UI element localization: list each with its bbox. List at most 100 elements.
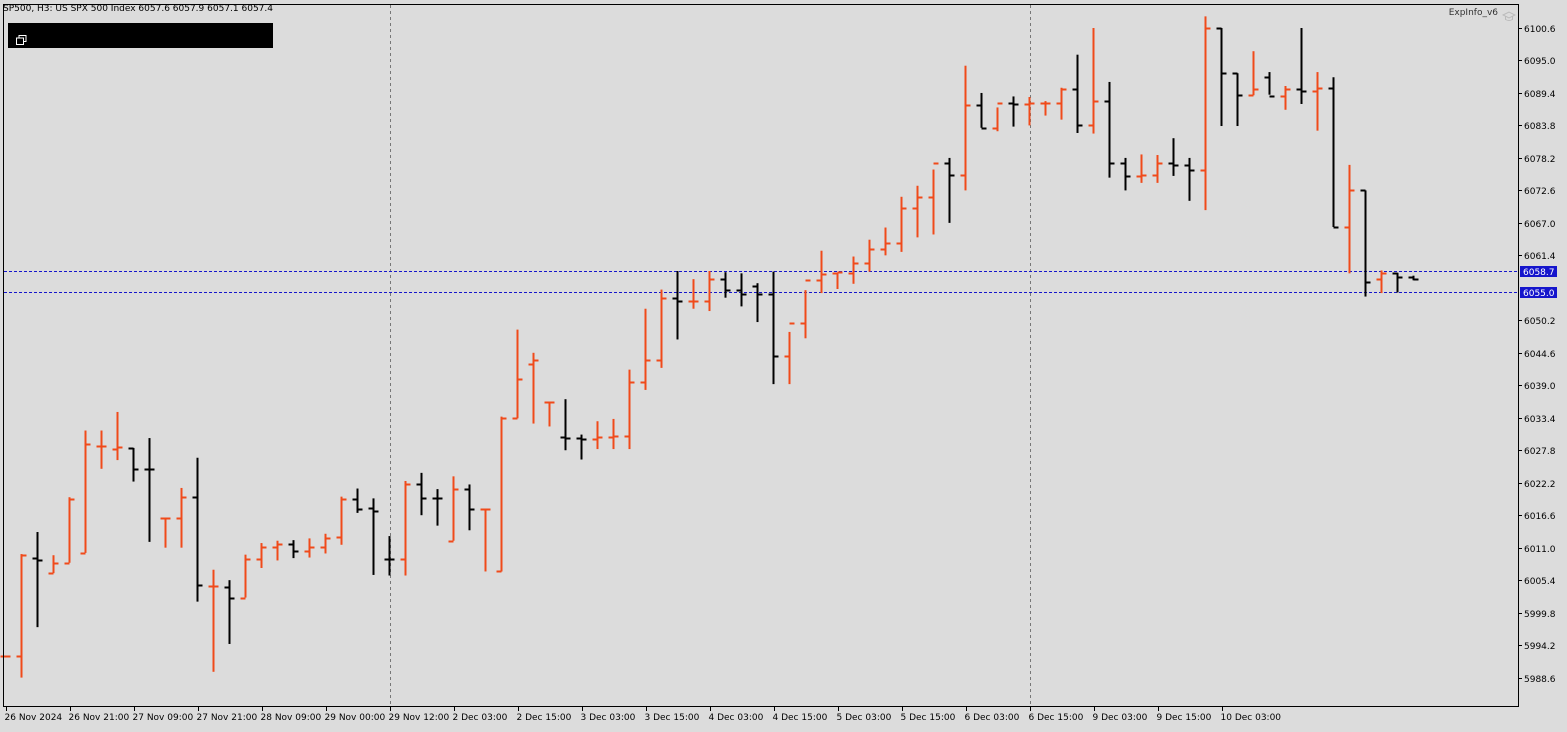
x-tick-label: 2 Dec 15:00 — [517, 713, 572, 723]
ohlc-bar — [1281, 86, 1291, 110]
ohlc-bar — [497, 417, 507, 572]
symbol-info: SP500, H3: US SPX 500 Index 6057.6 6057.… — [3, 4, 273, 14]
x-tick-label: 6 Dec 03:00 — [965, 713, 1020, 723]
ohlc-bar — [1169, 138, 1179, 176]
ohlc-bar — [209, 570, 219, 672]
ohlc-bar — [737, 273, 747, 306]
ohlc-bar — [145, 438, 155, 542]
ohlc-bar — [65, 497, 75, 563]
y-tick-label: 5994.2 — [1524, 642, 1556, 652]
y-tick-label: 6100.6 — [1524, 25, 1556, 35]
ohlc-bars — [1, 16, 1419, 677]
ohlc-bar — [881, 228, 891, 256]
ohlc-bar — [593, 421, 603, 449]
ohlc-bar — [849, 257, 859, 284]
ohlc-bar — [481, 509, 491, 571]
price-axis[interactable]: 6100.66095.06089.46083.86078.26072.66067… — [1518, 25, 1557, 685]
indicator-label: ExpInfo_v6 — [1449, 8, 1498, 18]
ohlc-bar — [17, 554, 27, 678]
ohlc-bar — [529, 353, 539, 424]
ohlc-bar — [1089, 28, 1099, 134]
price-line-label: 6058.7 — [1523, 268, 1555, 278]
ohlc-bar — [81, 431, 91, 554]
x-tick-label: 29 Nov 00:00 — [325, 713, 386, 723]
hat-icon[interactable] — [1502, 7, 1516, 19]
ohlc-bar — [561, 399, 571, 450]
ohlc-bar — [289, 540, 299, 558]
x-tick-label: 9 Dec 03:00 — [1093, 713, 1148, 723]
ohlc-bar — [945, 158, 955, 223]
ohlc-bar — [49, 555, 59, 573]
ohlc-bar — [129, 448, 139, 482]
x-tick-label: 26 Nov 2024 — [5, 713, 63, 723]
y-tick-label: 6016.6 — [1524, 512, 1556, 522]
ohlc-bar — [113, 412, 123, 460]
ohlc-bar — [1201, 16, 1211, 210]
y-tick-label: 6022.2 — [1524, 480, 1556, 490]
ohlc-bar — [241, 555, 251, 599]
ohlc-bar — [769, 272, 779, 385]
x-tick-label: 26 Nov 21:00 — [69, 713, 130, 723]
ohlc-bar — [177, 488, 187, 548]
ohlc-bar — [961, 66, 971, 191]
ohlc-bar — [705, 271, 715, 311]
ohlc-bar — [641, 309, 651, 390]
ohlc-bar — [753, 283, 763, 322]
ohlc-bar — [449, 476, 459, 541]
ohlc-bar — [225, 580, 235, 644]
x-tick-label: 27 Nov 09:00 — [133, 713, 194, 723]
y-tick-label: 5999.8 — [1524, 610, 1556, 620]
ohlc-bar — [1345, 165, 1355, 273]
ohlc-bar — [1137, 154, 1147, 182]
y-tick-label: 6050.2 — [1524, 317, 1556, 327]
ohlc-bar — [1073, 55, 1083, 133]
ohlc-bar — [785, 324, 795, 385]
ohlc-bar — [913, 186, 923, 238]
ohlc-bar — [337, 497, 347, 545]
ohlc-bar — [1329, 77, 1339, 227]
x-tick-label: 10 Dec 03:00 — [1221, 713, 1282, 723]
ohlc-bar — [1313, 72, 1323, 131]
ohlc-bar — [993, 104, 1003, 132]
x-tick-label: 5 Dec 15:00 — [901, 713, 956, 723]
y-tick-label: 6061.4 — [1524, 252, 1556, 262]
x-tick-label: 6 Dec 15:00 — [1029, 713, 1084, 723]
x-tick-label: 27 Nov 21:00 — [197, 713, 258, 723]
y-tick-label: 6067.0 — [1524, 220, 1556, 230]
ohlc-bar — [721, 272, 731, 298]
x-tick-label: 3 Dec 03:00 — [581, 713, 636, 723]
ohlc-bar — [577, 435, 587, 460]
ohlc-bar — [1041, 101, 1051, 116]
ohlc-bar — [865, 240, 875, 272]
x-tick-label: 2 Dec 03:00 — [453, 713, 508, 723]
ohlc-bar — [465, 484, 475, 530]
y-tick-label: 6044.6 — [1524, 350, 1556, 360]
ohlc-bar — [1361, 190, 1371, 296]
y-tick-label: 6083.8 — [1524, 122, 1556, 132]
ohlc-bar — [433, 489, 443, 526]
price-lines — [4, 272, 1518, 293]
ohlc-bar — [1393, 273, 1403, 293]
ohlc-bar — [1265, 72, 1275, 96]
ohlc-bar — [1105, 82, 1115, 178]
ohlc-bar — [977, 93, 987, 129]
ohlc-bar — [801, 281, 811, 339]
vertical-separators — [391, 5, 1031, 706]
ohlc-bar — [369, 498, 379, 575]
y-tick-label: 6033.4 — [1524, 415, 1556, 425]
ohlc-bar — [1377, 270, 1387, 293]
ohlc-bar — [1297, 28, 1307, 104]
ohlc-bar — [161, 518, 171, 548]
y-tick-label: 6078.2 — [1524, 155, 1556, 165]
ohlc-bar — [33, 532, 43, 627]
x-tick-label: 4 Dec 15:00 — [773, 713, 828, 723]
info-panel[interactable] — [8, 23, 273, 48]
ohlc-bar — [513, 330, 523, 419]
price-line-label: 6055.0 — [1523, 289, 1555, 299]
ohlc-bar — [1025, 97, 1035, 125]
restore-window-icon[interactable] — [16, 30, 27, 40]
ohlc-bar — [353, 489, 363, 513]
